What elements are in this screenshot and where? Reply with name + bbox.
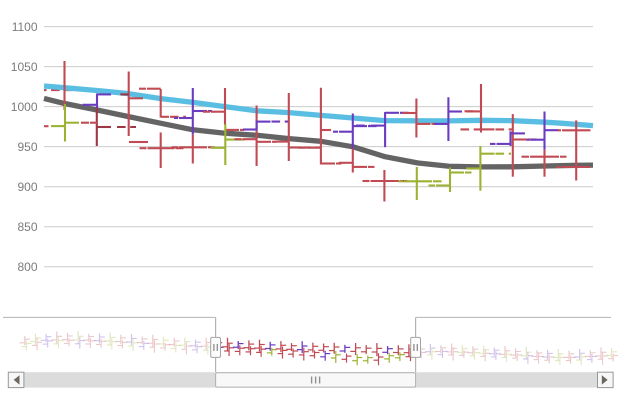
svg-text:950: 950 (17, 140, 37, 154)
svg-text:900: 900 (17, 180, 37, 194)
svg-text:1000: 1000 (11, 100, 38, 114)
svg-text:850: 850 (17, 220, 37, 234)
svg-text:800: 800 (17, 260, 37, 274)
svg-text:1100: 1100 (12, 20, 38, 34)
svg-text:1050: 1050 (11, 60, 38, 74)
